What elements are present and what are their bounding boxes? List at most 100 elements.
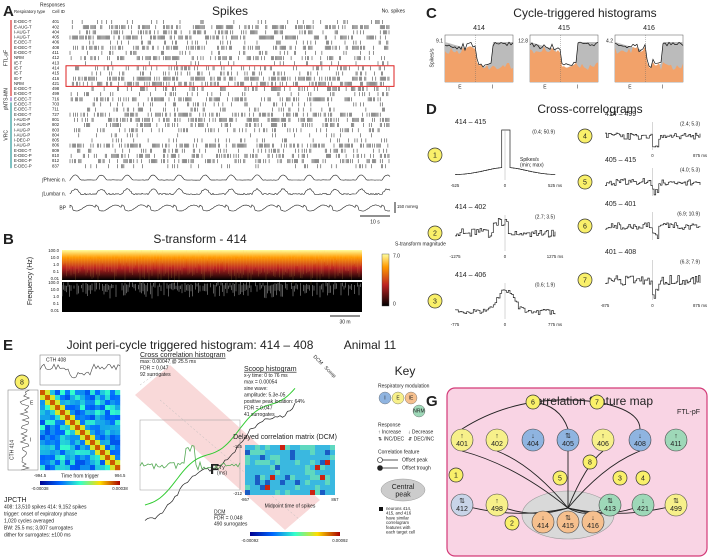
- cell-node: [598, 493, 622, 517]
- label: 0: [393, 301, 396, 307]
- jpcth-cell: [80, 465, 86, 471]
- jpcth-cell: [115, 455, 121, 461]
- jpcth-cell: [65, 445, 71, 451]
- jpcth-cell: [60, 430, 66, 436]
- spike-raster: [92, 102, 383, 107]
- jpcth-cell: [40, 405, 46, 411]
- jpcth-cell: [110, 465, 116, 471]
- label: 0: [504, 254, 507, 259]
- spike-raster: [69, 159, 390, 164]
- dcm-cell: [310, 450, 315, 455]
- label: ↓ Decrease: [408, 429, 434, 435]
- jpcth-cell: [115, 410, 121, 416]
- label: (0.6; 1.9): [535, 282, 555, 288]
- label: E: [543, 84, 547, 90]
- label: JPCTH: [4, 497, 27, 504]
- label: CTH 408: [46, 357, 66, 363]
- dcm-cell: [295, 480, 300, 485]
- label: 406: [52, 40, 60, 45]
- jpcth-cell: [95, 410, 101, 416]
- dcm-cell: [285, 445, 290, 450]
- label: (6.9; 10.9): [677, 211, 700, 217]
- label: -0.00092: [242, 538, 260, 543]
- jpcth-cell: [45, 440, 51, 446]
- guide-line: [139, 359, 301, 521]
- number-badge: [635, 470, 651, 486]
- label: 421: [52, 81, 60, 86]
- jpcth-cell: [70, 390, 76, 396]
- jpcth-cell: [65, 405, 71, 411]
- label: trigger: onset of expiratory phase: [4, 511, 77, 517]
- label: ↑: [495, 498, 499, 505]
- label: 0: [504, 322, 507, 327]
- spectrogram-streaks: [61, 250, 361, 285]
- label: 6: [583, 223, 587, 230]
- nerve-trace: [69, 174, 391, 182]
- label: 5: [558, 475, 562, 482]
- dcm-cell: [315, 490, 320, 495]
- jpcth-cell: [110, 410, 116, 416]
- label: ↓: [541, 515, 545, 522]
- jpcth-cell: [65, 435, 71, 441]
- jpcth-cell: [70, 395, 76, 401]
- label: Cross correlation histogram: [140, 352, 226, 359]
- jpcth-cell: [80, 430, 86, 436]
- label: 414: [473, 25, 485, 32]
- dcm-cell: [315, 475, 320, 480]
- jpcth-cell: [95, 430, 101, 436]
- label: 415: [52, 71, 60, 76]
- label: E-DEC-P: [14, 158, 32, 163]
- dcm-cell: [330, 445, 335, 450]
- jpcth-cell: [85, 435, 91, 441]
- label: Frequency (Hz): [27, 257, 34, 305]
- jpcth-cell: [60, 395, 66, 401]
- jpcth-cell: [90, 390, 96, 396]
- jpcth-cell: [115, 430, 121, 436]
- label: FDR = 0.047: [244, 405, 273, 411]
- spike-raster: [79, 30, 390, 35]
- jpcth-cell: [115, 415, 121, 421]
- cth-line: [529, 41, 599, 66]
- label: 3: [618, 475, 622, 482]
- jpcth-cell: [110, 425, 116, 431]
- jpcth-cell: [85, 390, 91, 396]
- label: I-AUG-T: [14, 35, 30, 40]
- label: -775: [451, 322, 460, 327]
- jpcth-cell: [85, 465, 91, 471]
- jpcth-cell: [55, 420, 61, 426]
- feature-edge: [567, 450, 604, 509]
- jpcth-cell: [100, 425, 106, 431]
- jpcth-cell: [60, 455, 66, 461]
- label: 498: [491, 506, 503, 513]
- spike-raster: [85, 164, 386, 169]
- jpcth-cell: [110, 390, 116, 396]
- jpcth-cell: [95, 435, 101, 441]
- jpcth-cell: [50, 430, 56, 436]
- spike-raster: [71, 81, 384, 86]
- label: 404: [527, 441, 539, 448]
- jpcth-cell: [105, 405, 111, 411]
- jpcth-cell: [45, 430, 51, 436]
- label: 401 – 408: [605, 249, 636, 256]
- label: 5: [583, 179, 587, 186]
- label: I-AUG-P: [14, 122, 30, 127]
- label: ⇅: [565, 433, 571, 440]
- dcm-cell: [260, 460, 265, 465]
- scoop-trace: [144, 402, 296, 521]
- dcm-cell: [325, 480, 330, 485]
- label: 1.0: [53, 294, 60, 299]
- label: 408: 13,510 spikes 414: 9,152 spikes: [4, 504, 87, 510]
- jpcth-cell: [70, 430, 76, 436]
- label: 1: [454, 472, 458, 479]
- label: ↓: [641, 498, 645, 505]
- label: 150 mmHg: [397, 204, 419, 209]
- label: 2: [510, 520, 514, 527]
- jpcth-cell: [40, 440, 46, 446]
- label: Spikes/s: [429, 48, 435, 67]
- label: 1275 ms: [547, 254, 563, 259]
- jpcth-cell: [45, 455, 51, 461]
- jpcth-cell: [115, 440, 121, 446]
- number-badge: [552, 470, 568, 486]
- jpcth-cell: [50, 410, 56, 416]
- jpcth-cell: [55, 460, 61, 466]
